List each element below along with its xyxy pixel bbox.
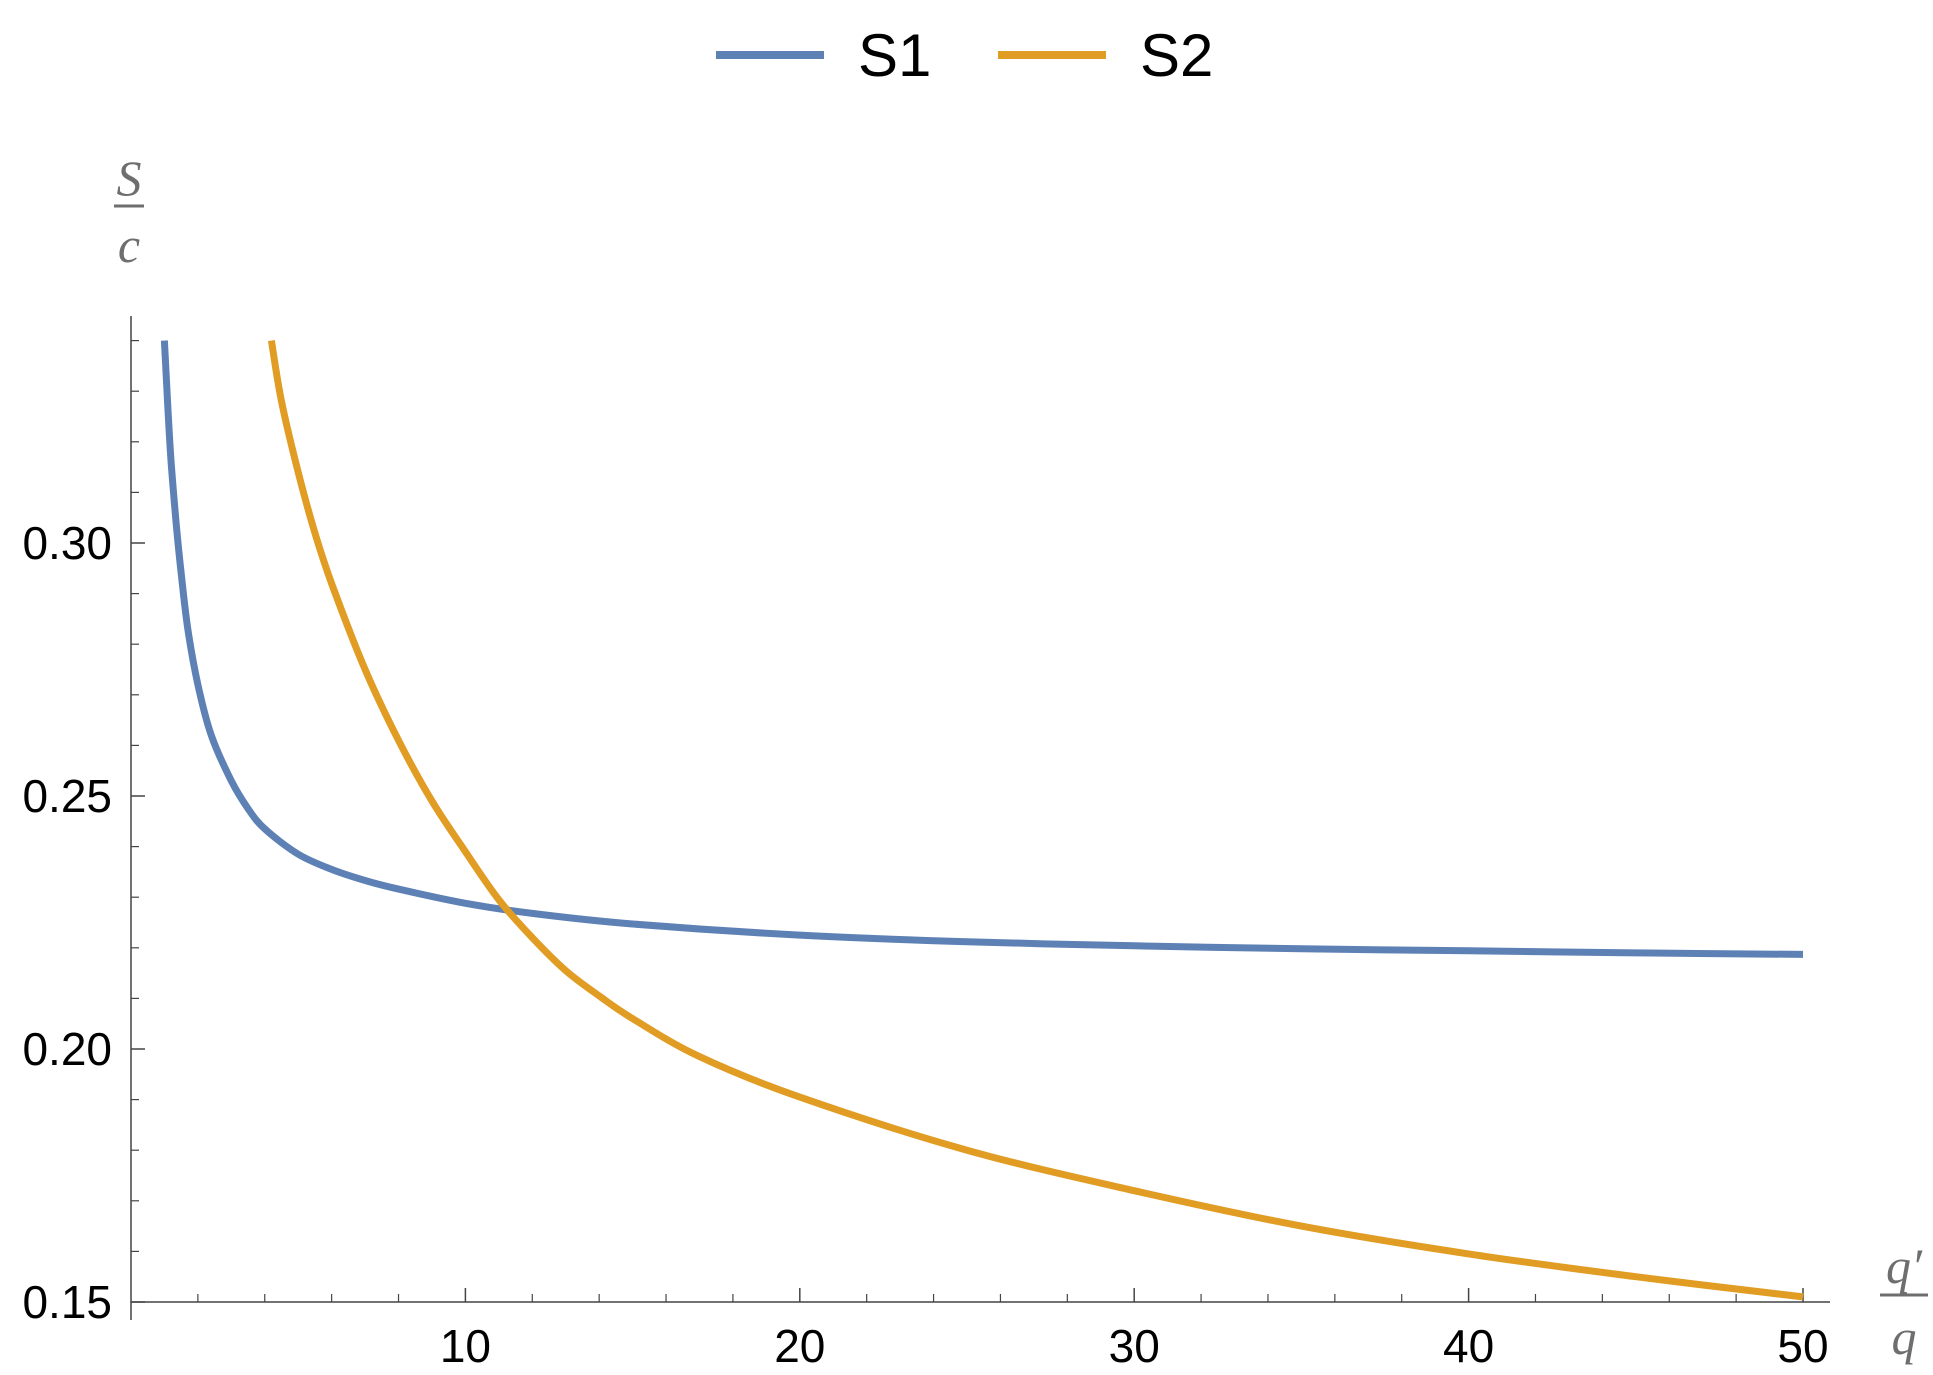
x-axis-label-denominator: q xyxy=(1892,1309,1917,1365)
minor-ticks xyxy=(131,340,1737,1302)
y-tick-label: 0.15 xyxy=(22,1276,112,1328)
y-axis-label-numerator: S xyxy=(117,150,142,206)
y-tick-label: 0.25 xyxy=(22,770,112,822)
x-axis-label: q′ q xyxy=(1880,1238,1928,1365)
x-tick-label: 20 xyxy=(774,1320,825,1372)
x-tick-label: 10 xyxy=(440,1320,491,1372)
legend: S1 S2 xyxy=(716,22,1213,89)
x-axis-label-numerator: q′ xyxy=(1886,1238,1923,1294)
x-tick-label: 40 xyxy=(1443,1320,1494,1372)
series-line-s2 xyxy=(267,340,1804,1301)
legend-label-s1: S1 xyxy=(858,22,931,89)
major-ticks xyxy=(131,542,1804,1303)
x-tick-label: 30 xyxy=(1109,1320,1160,1372)
y-axis-label: S c xyxy=(114,150,144,273)
y-tick-label: 0.20 xyxy=(22,1023,112,1075)
series-line-s1 xyxy=(160,340,1804,958)
x-tick-label: 50 xyxy=(1777,1320,1828,1372)
y-tick-label: 0.30 xyxy=(22,517,112,569)
series-lines xyxy=(160,340,1804,1301)
y-axis-label-denominator: c xyxy=(118,217,140,273)
tick-labels: 10 20 30 40 50 0.15 0.20 0.25 0.30 xyxy=(22,517,1828,1372)
legend-label-s2: S2 xyxy=(1140,22,1213,89)
